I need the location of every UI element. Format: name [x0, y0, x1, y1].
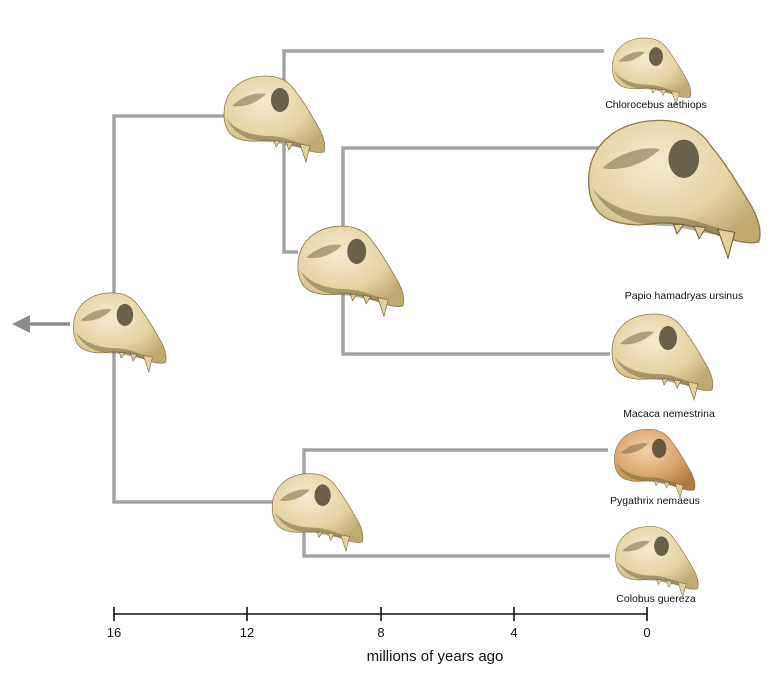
time-axis: 16 12 8 4 0 millions of years ago	[107, 607, 651, 665]
skull-node-papionini	[297, 225, 405, 318]
axis-tick-label-16: 16	[107, 625, 121, 640]
taxon-label-macaca: Macaca nemestrina	[623, 408, 715, 420]
skull-papio	[587, 119, 761, 259]
taxon-label-pygathrix: Pygathrix nemaeus	[610, 495, 700, 507]
branch-to-papionini	[282, 144, 298, 254]
axis-tick-label-4: 4	[510, 625, 517, 640]
skull-node-cercopithecine	[223, 75, 326, 163]
tree-branches	[112, 49, 610, 558]
skull-colobus	[615, 526, 699, 598]
branch-to-pygathrix	[302, 448, 608, 478]
skull-chlorocebus	[611, 37, 692, 106]
axis-tick-label-12: 12	[240, 625, 254, 640]
branch-to-papio	[341, 146, 604, 226]
root-arrow	[12, 315, 70, 333]
skull-pygathrix	[614, 428, 696, 499]
axis-tick-label-8: 8	[377, 625, 384, 640]
branch-root-to-colobine	[112, 340, 284, 504]
skull-macaca	[611, 313, 714, 401]
axis-tick-label-0: 0	[643, 625, 650, 640]
taxon-label-colobus: Colobus guereza	[616, 593, 696, 605]
axis-title: millions of years ago	[367, 648, 504, 665]
branch-to-macaca	[341, 284, 610, 356]
taxon-label-papio: Papio hamadryas ursinus	[625, 290, 743, 302]
branch-to-chlorocebus	[282, 49, 604, 84]
branch-root-to-catarrhine	[112, 114, 236, 310]
taxon-label-chlorocebus: Chlorocebus aethiops	[605, 99, 707, 111]
skull-node-colobine	[271, 473, 364, 552]
skull-node-root	[72, 292, 167, 373]
branch-to-colobus	[302, 524, 610, 558]
